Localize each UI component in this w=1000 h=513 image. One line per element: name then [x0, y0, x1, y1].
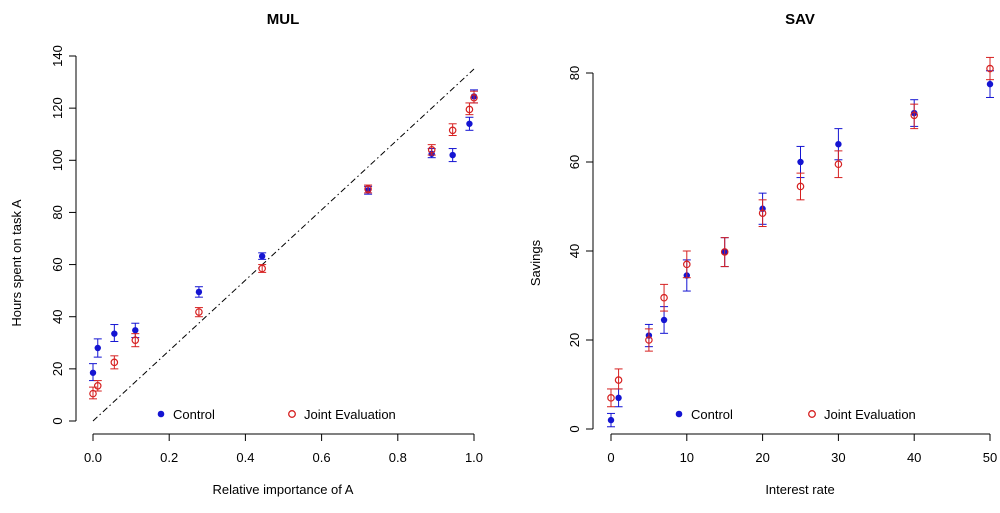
- x-tick-label: 50: [983, 450, 997, 465]
- y-tick-label: 80: [567, 66, 582, 80]
- x-tick-label: 20: [755, 450, 769, 465]
- legend-marker-joint-evaluation: [288, 410, 296, 418]
- data-point-joint-evaluation: [258, 264, 266, 273]
- data-point-control: [660, 316, 668, 324]
- x-axis-label: Relative importance of A: [213, 482, 354, 497]
- data-point-joint-evaluation: [465, 105, 474, 114]
- chart-title: MUL: [267, 11, 300, 28]
- y-axis-label: Hours spent on task A: [9, 199, 24, 327]
- x-tick-label: 0.8: [389, 450, 407, 465]
- data-point-joint-evaluation: [834, 160, 843, 169]
- y-tick-label: 0: [567, 425, 582, 432]
- data-point-joint-evaluation: [720, 248, 729, 256]
- axes: 0.0 0.2 0.4 0.6 0.8 1.0 0 20 40 60 80 100 120 140: [50, 45, 483, 465]
- x-tick-label: 0: [607, 450, 614, 465]
- data-point-joint-evaluation: [427, 146, 436, 154]
- data-point-control: [797, 158, 804, 166]
- x-tick-label: 0.2: [160, 450, 178, 465]
- x-axis-label: Interest rate: [765, 482, 834, 497]
- data-marks: [607, 56, 994, 428]
- data-point-control: [615, 394, 622, 402]
- data-point-control: [835, 141, 842, 148]
- data-point-joint-evaluation: [110, 358, 119, 367]
- data-point-control: [132, 327, 139, 334]
- data-point-control: [258, 253, 266, 260]
- legend-label-joint-evaluation: Joint Evaluation: [824, 407, 916, 422]
- data-point-joint-evaluation: [660, 293, 668, 302]
- legend: Control Joint Evaluation: [157, 407, 396, 422]
- y-tick-label: 20: [50, 362, 65, 376]
- data-point-joint-evaluation: [614, 376, 623, 384]
- y-tick-label: 60: [50, 257, 65, 271]
- x-tick-label: 1.0: [465, 450, 483, 465]
- x-tick-label: 30: [831, 450, 845, 465]
- data-point-joint-evaluation: [796, 182, 805, 191]
- data-point-control: [89, 369, 97, 376]
- legend-marker-joint-evaluation: [808, 410, 816, 418]
- y-tick-label: 120: [50, 97, 65, 119]
- y-tick-label: 40: [567, 244, 582, 258]
- data-point-joint-evaluation: [607, 394, 615, 402]
- x-tick-label: 10: [680, 450, 694, 465]
- axes: 0 10 20 30 40 50 0 20 40 60 80: [567, 66, 997, 465]
- legend-label-control: Control: [691, 407, 733, 422]
- data-point-joint-evaluation: [448, 126, 457, 135]
- data-point-joint-evaluation: [910, 111, 919, 120]
- legend-label-joint-evaluation: Joint Evaluation: [304, 407, 396, 422]
- data-point-joint-evaluation: [682, 260, 691, 269]
- y-tick-label: 60: [567, 155, 582, 169]
- y-tick-label: 20: [567, 333, 582, 347]
- y-tick-label: 140: [50, 45, 65, 67]
- data-point-control: [986, 80, 994, 88]
- data-point-joint-evaluation: [93, 382, 102, 390]
- y-tick-label: 80: [50, 205, 65, 219]
- y-tick-label: 100: [50, 149, 65, 171]
- data-point-joint-evaluation: [470, 93, 478, 102]
- data-point-joint-evaluation: [195, 308, 203, 316]
- data-point-control: [195, 288, 203, 296]
- data-point-joint-evaluation: [364, 185, 372, 193]
- data-point-joint-evaluation: [986, 64, 994, 73]
- data-point-control: [111, 330, 118, 337]
- data-point-joint-evaluation: [645, 336, 653, 344]
- x-tick-label: 0.4: [236, 450, 254, 465]
- data-point-control: [449, 151, 456, 159]
- y-axis-label: Savings: [528, 239, 543, 286]
- data-point-control: [94, 344, 101, 352]
- legend: Control Joint Evaluation: [675, 407, 916, 422]
- y-tick-label: 40: [50, 309, 65, 323]
- legend-marker-control: [675, 410, 683, 418]
- reference-line-group: [92, 68, 475, 422]
- x-tick-label: 0.0: [84, 450, 102, 465]
- data-point-joint-evaluation: [131, 336, 140, 344]
- chart-title: SAV: [785, 11, 815, 28]
- reference-line: [92, 68, 475, 422]
- legend-marker-control: [157, 410, 165, 418]
- y-tick-label: 0: [50, 417, 65, 424]
- data-point-control: [466, 120, 473, 127]
- chart-panel-sav: SAV Interest rate Savings 0 10 20 30 40 50 0 20…: [528, 11, 997, 497]
- chart-panel-mul: MUL Relative importance of A Hours spent…: [9, 11, 483, 497]
- data-point-joint-evaluation: [89, 389, 97, 398]
- data-marks: [89, 89, 478, 400]
- data-point-control: [607, 416, 615, 424]
- x-tick-label: 40: [907, 450, 921, 465]
- x-tick-label: 0.6: [313, 450, 331, 465]
- legend-label-control: Control: [173, 407, 215, 422]
- data-point-joint-evaluation: [758, 209, 767, 217]
